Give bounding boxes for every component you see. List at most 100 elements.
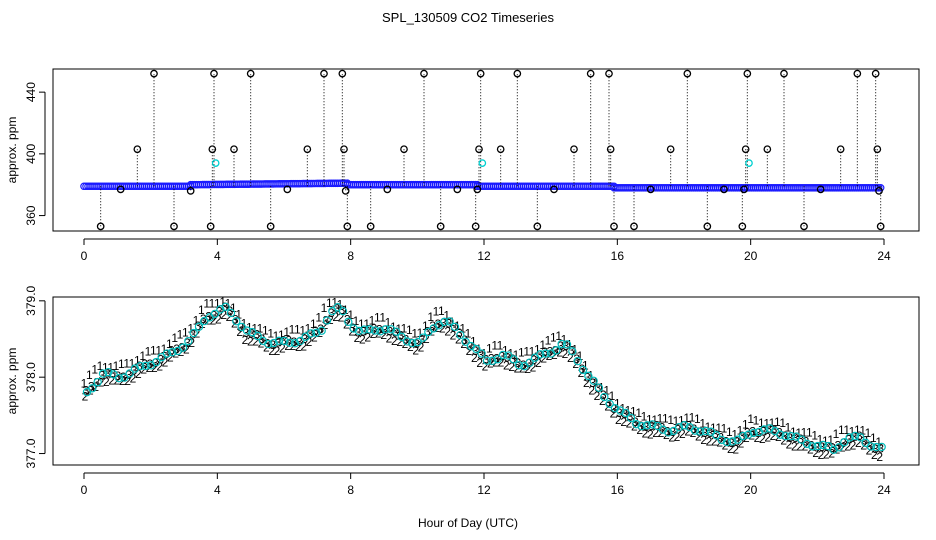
series-3-point: 3 — [733, 435, 740, 449]
series-mean-point — [754, 427, 764, 437]
series-3-point: 3 — [669, 425, 676, 439]
series-3-point: 3 — [317, 322, 324, 336]
series-3-point: 3 — [856, 429, 863, 443]
series-1-point: 1 — [193, 313, 200, 327]
outlier-point — [436, 222, 445, 231]
series-3-point: 3 — [301, 332, 308, 346]
series-1-point: 1 — [326, 296, 333, 310]
series-mean-point — [317, 326, 326, 335]
series-3-point: 3 — [333, 302, 340, 316]
series-2-point: 2 — [439, 322, 446, 336]
series-2-point: 2 — [780, 433, 787, 447]
series-1-point: 1 — [454, 319, 461, 333]
series-1-point: 1 — [817, 432, 824, 446]
series-3-point: 3 — [643, 420, 650, 434]
series-mean-point — [264, 339, 273, 349]
series-mean-point — [498, 350, 508, 360]
outlier-point — [763, 145, 772, 154]
outlier-point — [320, 69, 328, 78]
series-mean-point — [392, 327, 401, 336]
series-3-point: 3 — [845, 433, 852, 447]
series-mean-point — [360, 325, 369, 334]
series-3-point: 3 — [712, 427, 719, 441]
series-1-point: 1 — [726, 425, 733, 439]
series-1-point: 1 — [422, 319, 429, 333]
series-1-point: 1 — [694, 412, 701, 426]
series-3-point: 3 — [696, 425, 703, 439]
series-3-point: 3 — [157, 352, 164, 366]
series-mean-point — [445, 317, 454, 326]
series-3-point: 3 — [221, 300, 228, 314]
outlier-point — [476, 69, 485, 78]
series-1-point: 1 — [91, 362, 98, 376]
top-x-tick-label: 12 — [477, 249, 491, 263]
series-2-point: 2 — [775, 430, 782, 444]
series-3-point: 3 — [739, 429, 746, 443]
series-2-point: 2 — [167, 350, 174, 364]
series-2-point: 2 — [562, 347, 569, 361]
series-3-point: 3 — [429, 319, 436, 333]
series-1-point: 1 — [427, 310, 434, 324]
series-3-point: 3 — [275, 336, 282, 350]
series-2-point: 2 — [642, 426, 649, 440]
series-3-point: 3 — [381, 323, 388, 337]
series-mean-point — [680, 421, 689, 430]
series-mean-point — [312, 328, 321, 337]
series-3-point: 3 — [189, 328, 196, 342]
series-1-point: 1 — [571, 342, 578, 356]
series-1-point: 1 — [465, 327, 472, 341]
series-mean-point — [568, 347, 577, 356]
series-mean-point — [141, 361, 150, 371]
series-1-point: 1 — [182, 326, 189, 340]
series-mean-point — [744, 430, 753, 439]
series-1-point: 1 — [651, 413, 658, 427]
series-2-point: 2 — [796, 439, 803, 453]
series-mean-point — [296, 336, 305, 346]
bottom-y-tick-label: 379.0 — [24, 285, 38, 315]
bottom-x-tick-label: 0 — [81, 483, 88, 497]
series-3-point: 3 — [813, 441, 820, 455]
series-2-point: 2 — [130, 372, 137, 386]
series-2-point: 2 — [103, 375, 110, 389]
series-mean-point — [418, 333, 428, 342]
series-mean-point — [328, 306, 337, 316]
series-3-point: 3 — [83, 383, 90, 397]
outlier-point — [230, 145, 238, 154]
series-3: 3333333333333333333333333333333333333333… — [83, 300, 885, 456]
series-2-point: 2 — [258, 336, 265, 350]
top-y-tick-label: 360 — [24, 205, 38, 225]
series-1-point: 1 — [577, 349, 584, 363]
series-1-point: 1 — [763, 417, 770, 431]
series-2-point: 2 — [636, 423, 643, 437]
series-3-point: 3 — [125, 368, 132, 382]
series-1-point: 1 — [107, 360, 114, 374]
series-3-point: 3 — [877, 442, 884, 456]
series-mean-point — [82, 387, 92, 397]
series-mean-point — [573, 356, 582, 366]
outlier-point — [646, 185, 655, 194]
series-1-point: 1 — [587, 368, 594, 382]
series-1-point: 1 — [833, 427, 840, 441]
series-3-point: 3 — [291, 335, 298, 349]
series-2-point: 2 — [386, 332, 393, 346]
series-mean-point — [717, 435, 726, 445]
series-1-point: 1 — [779, 416, 786, 430]
series-1-point: 1 — [342, 303, 349, 317]
series-3-point: 3 — [280, 334, 287, 348]
series-3-point: 3 — [648, 419, 655, 433]
series-2-point: 2 — [604, 399, 611, 413]
series-mean-point — [136, 361, 145, 371]
outlier-point — [570, 145, 578, 154]
outlier-point — [210, 69, 218, 78]
series-3-point: 3 — [797, 432, 804, 446]
series-3-point: 3 — [115, 369, 122, 383]
series-mean-point — [402, 337, 412, 346]
outlier-point — [513, 69, 522, 78]
series-3-point: 3 — [653, 419, 660, 433]
series-3-point: 3 — [403, 332, 410, 346]
series-mean-point — [349, 324, 358, 333]
series-1-point: 1 — [705, 420, 712, 434]
bottom-x-axis-title: Hour of Day (UTC) — [418, 516, 518, 530]
series-2-point: 2 — [231, 317, 238, 331]
series-3-point: 3 — [808, 438, 815, 452]
